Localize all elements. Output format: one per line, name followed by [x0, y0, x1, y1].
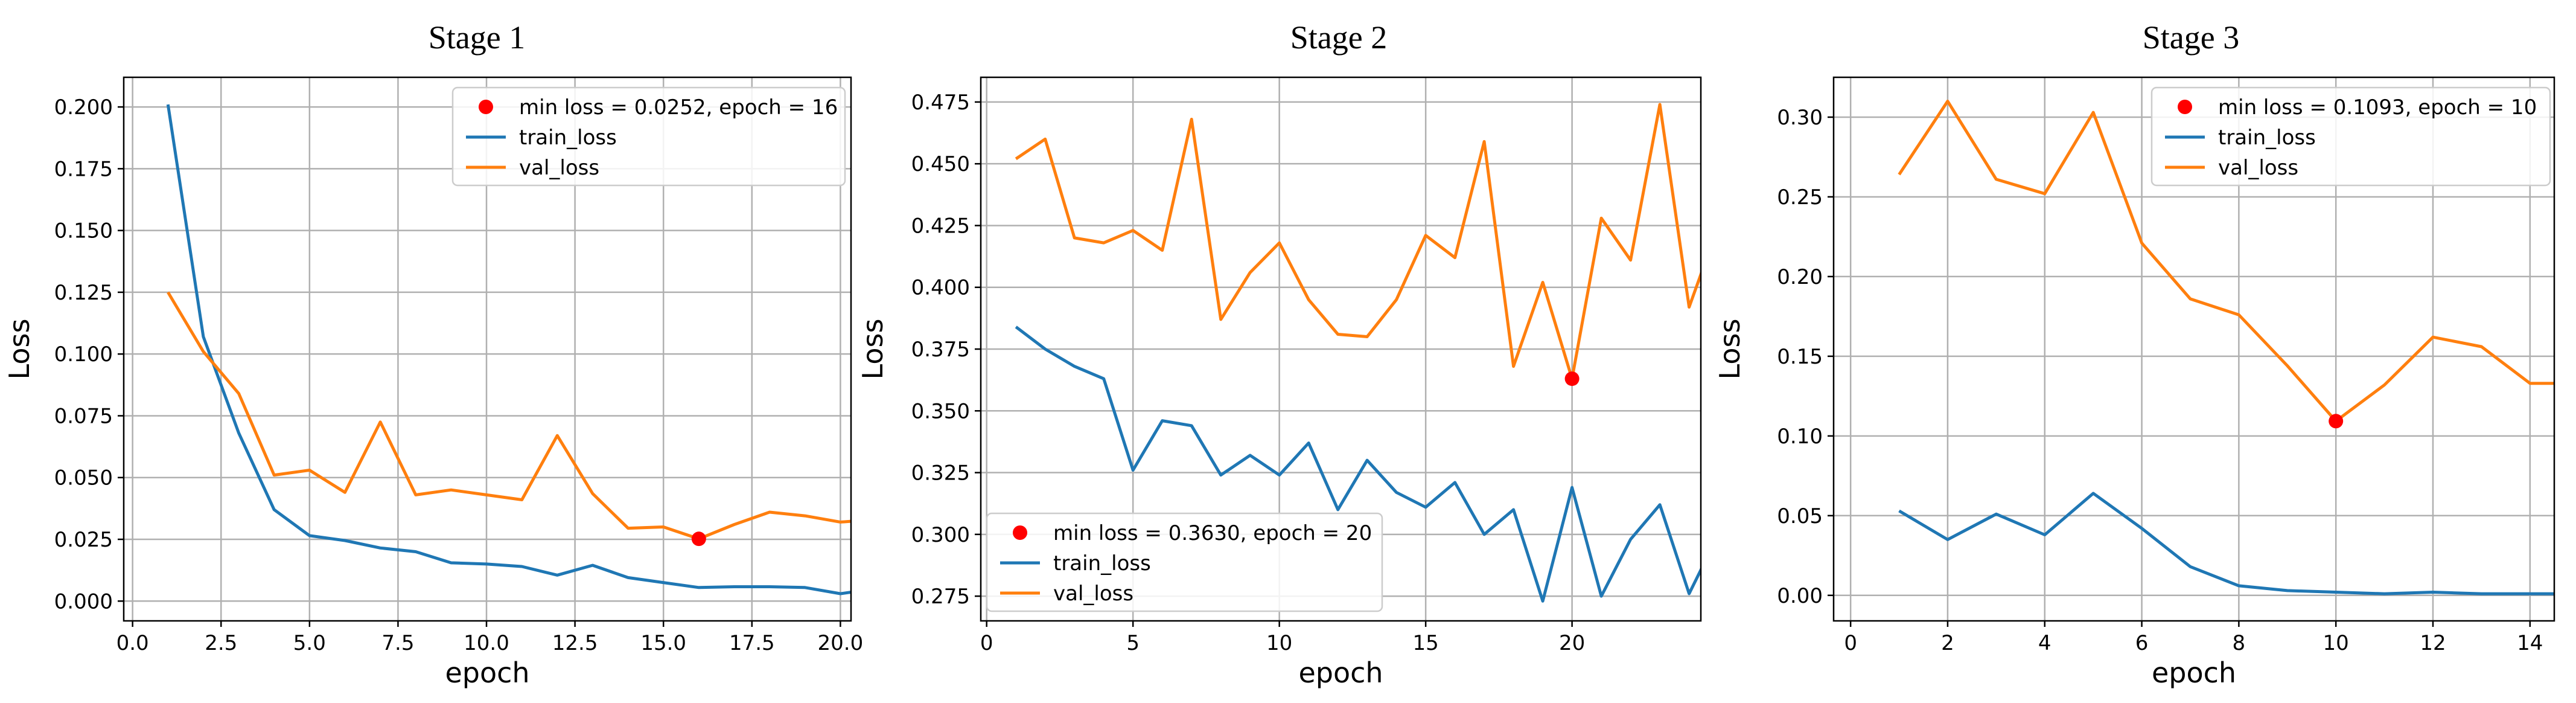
legend: min loss = 0.0252, epoch = 16 train_lossv… — [451, 86, 846, 187]
x-tick-label: 12.5 — [552, 631, 598, 655]
x-tick-label: 12 — [2420, 631, 2446, 655]
x-tick-label: 5 — [1126, 631, 1140, 655]
x-tick-label: 20.0 — [818, 631, 864, 655]
legend-box — [2150, 86, 2551, 187]
chart-title: Stage 1 — [429, 19, 525, 56]
x-tick-label: 2.5 — [205, 631, 237, 655]
series-line-val_loss — [1015, 103, 1701, 380]
x-tick-label: 10 — [1266, 631, 1292, 655]
legend-marker-min-loss — [479, 100, 493, 114]
x-tick-label: 4 — [2038, 631, 2052, 655]
legend-marker-min-loss — [1013, 525, 1027, 540]
y-tick-label: 0.20 — [1777, 265, 1823, 289]
y-tick-label: 0.400 — [911, 276, 970, 300]
x-tick-label: 0 — [980, 631, 993, 655]
y-tick-label: 0.10 — [1777, 425, 1823, 449]
legend-label-val_loss: val_loss — [1053, 582, 1133, 606]
y-tick-label: 0.15 — [1777, 345, 1823, 369]
series-line-train_loss — [1898, 492, 2554, 595]
min-loss-marker — [2329, 414, 2344, 429]
y-tick-label: 0.350 — [911, 399, 970, 423]
series-line-train_loss — [166, 104, 851, 595]
x-tick-label: 2 — [1941, 631, 1954, 655]
x-tick-label: 8 — [2233, 631, 2246, 655]
chart-title: Stage 3 — [2143, 19, 2239, 56]
y-tick-label: 0.025 — [54, 528, 113, 552]
x-tick-label: 15 — [1413, 631, 1439, 655]
series-line-val_loss — [167, 291, 851, 541]
y-tick-label: 0.375 — [911, 338, 970, 362]
y-tick-label: 0.475 — [911, 91, 970, 115]
y-tick-label: 0.425 — [911, 214, 970, 238]
y-tick-label: 0.450 — [911, 152, 970, 176]
y-axis-label: Loss — [3, 319, 36, 380]
y-tick-label: 0.00 — [1777, 584, 1823, 608]
y-tick-label: 0.05 — [1777, 504, 1823, 528]
x-tick-label: 0 — [1844, 631, 1857, 655]
legend-label-train_loss: train_loss — [519, 126, 617, 150]
y-tick-label: 0.150 — [54, 219, 113, 243]
x-axis-label: epoch — [2152, 656, 2236, 689]
axes-frame — [123, 76, 852, 622]
legend-label-val_loss: val_loss — [519, 156, 599, 180]
legend-label-min-loss: min loss = 0.1093, epoch = 10 — [2218, 95, 2537, 120]
x-tick-label: 6 — [2135, 631, 2149, 655]
chart-panel-3: 0 2 4 6 8 10 12 14 0.00 0.05 0.10 0.15 0.20 0.25 0.30 S… — [1714, 19, 2555, 689]
x-tick-label: 7.5 — [381, 631, 414, 655]
y-tick-label: 0.275 — [911, 585, 970, 609]
chart-panel-2: 0 5 10 15 20 0.275 0.300 0.325 0.350 0.375 0.400 0.… — [856, 19, 1702, 689]
x-tick-label: 20 — [1559, 631, 1585, 655]
y-tick-label: 0.125 — [54, 281, 113, 305]
x-tick-label: 10 — [2323, 631, 2349, 655]
y-tick-label: 0.000 — [54, 589, 113, 614]
y-tick-label: 0.175 — [54, 157, 113, 181]
legend-label-min-loss: min loss = 0.0252, epoch = 16 — [519, 95, 838, 120]
legend-label-val_loss: val_loss — [2218, 156, 2298, 180]
chart-title: Stage 2 — [1290, 19, 1387, 56]
legend-label-train_loss: train_loss — [1053, 551, 1151, 576]
y-tick-label: 0.300 — [911, 523, 970, 547]
legend-label-min-loss: min loss = 0.3630, epoch = 20 — [1053, 521, 1372, 545]
legend-box — [986, 512, 1383, 612]
y-tick-label: 0.075 — [54, 404, 113, 428]
chart-panel-1: 0.0 2.5 5.0 7.5 10.0 12.5 15.0 17.5 20.0 0.000 0.0… — [3, 19, 864, 689]
series-line-train_loss — [1015, 326, 1701, 603]
x-tick-label: 14 — [2517, 631, 2543, 655]
legend-label-train_loss: train_loss — [2218, 126, 2316, 150]
x-axis-label: epoch — [1298, 656, 1383, 689]
series-line-val_loss — [1898, 100, 2554, 423]
min-loss-marker — [1564, 371, 1580, 387]
y-tick-label: 0.050 — [54, 466, 113, 490]
y-tick-label: 0.200 — [54, 95, 113, 120]
legend: min loss = 0.1093, epoch = 10 train_lossv… — [2150, 86, 2551, 187]
x-axis-label: epoch — [445, 656, 529, 689]
axes-frame — [1832, 76, 2555, 622]
legend-marker-min-loss — [2178, 100, 2192, 114]
y-tick-label: 0.30 — [1777, 106, 1823, 130]
x-tick-label: 5.0 — [293, 631, 326, 655]
y-tick-label: 0.100 — [54, 342, 113, 367]
min-loss-marker — [691, 531, 706, 547]
x-tick-label: 0.0 — [116, 631, 149, 655]
legend: min loss = 0.3630, epoch = 20 train_lossv… — [986, 512, 1383, 612]
x-tick-label: 15.0 — [640, 631, 686, 655]
y-axis-label: Loss — [856, 319, 889, 380]
x-tick-label: 10.0 — [464, 631, 509, 655]
legend-box — [451, 86, 846, 187]
y-tick-label: 0.325 — [911, 461, 970, 486]
y-tick-label: 0.25 — [1777, 185, 1823, 210]
y-axis-label: Loss — [1714, 319, 1746, 380]
x-tick-label: 17.5 — [729, 631, 775, 655]
